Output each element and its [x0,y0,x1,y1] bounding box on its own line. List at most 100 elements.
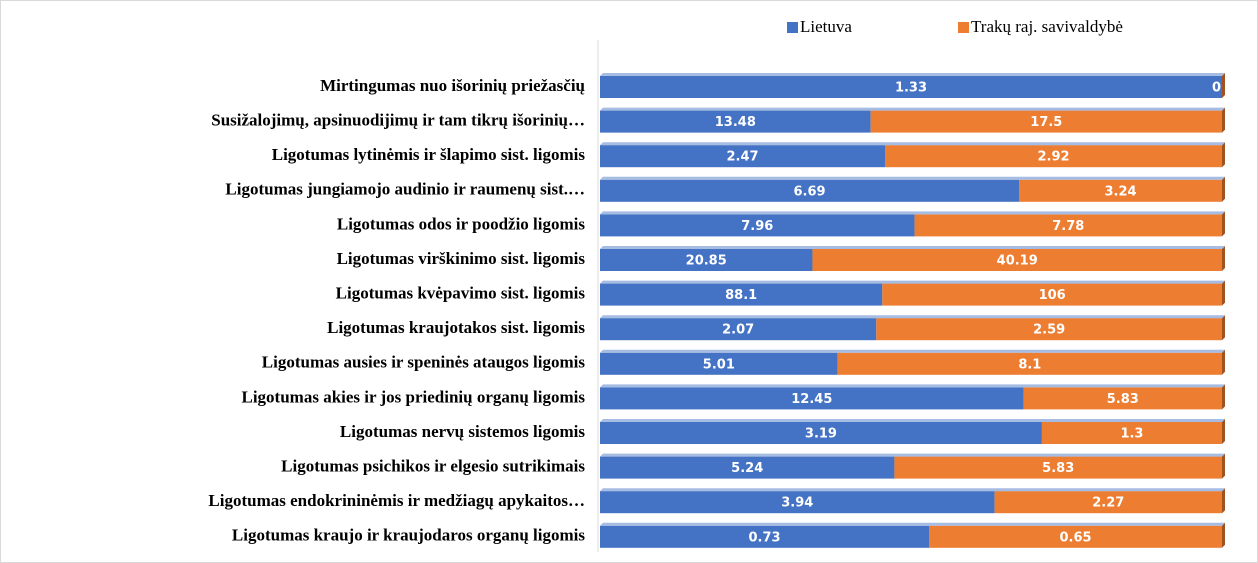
bar-segment [885,145,1222,168]
bar-top [600,246,1225,249]
legend-label: Trakų raj. savivaldybė [971,17,1123,36]
bar-top [600,315,1225,319]
bar-segment [1041,422,1222,444]
data-label: 13.48 [715,115,756,130]
category-label: Ligotumas kraujo ir kraujodaros organų l… [232,526,585,545]
bar-top [600,280,1225,284]
bar-depth [1222,107,1225,133]
bar-depth [1222,246,1225,271]
data-label: 6.69 [793,184,825,199]
legend-swatch [787,22,798,33]
category-label: Ligotumas virškinimo sist. ligomis [337,249,586,268]
data-label: 106 [1039,288,1066,303]
bar-depth [1222,384,1225,410]
data-label: 1.3 [1120,427,1143,442]
bar-top [600,107,1225,111]
bar-depth [1222,522,1225,548]
category-label: Ligotumas kraujotakos sist. ligomis [327,318,585,337]
data-label: 2.27 [1092,496,1124,511]
data-label: 5.01 [703,357,735,372]
data-label: 1.33 [895,81,927,96]
bar-segment [870,110,1222,133]
bar-segment [600,179,1020,202]
data-label: 2.92 [1037,150,1069,165]
data-label: 20.85 [686,254,727,269]
bar-depth [1222,176,1225,202]
category-label: Ligotumas kvėpavimo sist. ligomis [336,284,586,303]
bar-segment [600,318,877,341]
data-label: 5.83 [1107,392,1139,407]
category-label: Ligotumas ausies ir speninės ataugos lig… [262,353,586,372]
bar-depth [1222,419,1225,444]
bar-top [600,488,1225,492]
legend-label: Lietuva [800,17,852,36]
bar-segment [600,283,883,306]
bar-depth [1222,73,1225,98]
data-label: 12.45 [791,392,832,407]
bar-segment [600,387,1024,410]
bar-depth [1222,142,1225,168]
category-label: Ligotumas psichikos ir elgesio sutrikima… [281,457,585,476]
bar-segment [600,76,1222,98]
bar-segment [600,249,813,271]
data-label: 40.19 [997,254,1038,269]
bar-segment [914,214,1222,237]
data-label: 0.73 [748,530,780,545]
bar-segment [600,110,871,133]
bar-segment [600,491,995,514]
data-label: 7.96 [741,219,773,234]
bar-top [600,176,1225,180]
data-label: 3.19 [805,427,837,442]
bar-segment [894,456,1222,479]
category-label: Ligotumas endokrininėmis ir medžiagų apy… [208,491,585,510]
category-label: Ligotumas akies ir jos priedinių organų … [241,387,585,406]
category-label: Susižalojimų, apsinuodijimų ir tam tikrų… [211,111,585,130]
bar-segment [837,352,1222,375]
bar-segment [600,352,838,375]
category-label: Mirtingumas nuo išorinių priežasčių [320,76,585,95]
bar-depth [1222,315,1225,341]
category-label: Ligotumas lytinėmis ir šlapimo sist. lig… [272,145,586,164]
bar-top [600,73,1225,76]
data-label: 2.47 [726,150,758,165]
data-label: 2.59 [1033,323,1065,338]
data-label: 3.24 [1104,184,1136,199]
bar-depth [1222,280,1225,306]
bar-segment [994,491,1222,514]
bar-segment [600,145,886,168]
bar-segment [600,214,915,237]
data-label: 3.94 [781,496,813,511]
bar-top [600,142,1225,146]
bar-top [600,211,1225,215]
data-label: 0 [1212,81,1221,96]
data-label: 7.78 [1052,219,1084,234]
category-label: Ligotumas jungiamojo audinio ir raumenų … [225,180,585,199]
category-label: Ligotumas odos ir poodžio ligomis [337,214,585,233]
bar-segment [1019,179,1222,202]
bar-depth [1222,349,1225,375]
legend-swatch [958,22,969,33]
data-label: 17.5 [1030,115,1062,130]
bar-segment [600,525,930,548]
bar-segment [929,525,1222,548]
data-label: 5.24 [731,461,763,476]
bar-top [600,384,1225,388]
bar-top [600,453,1225,457]
bar-segment [1023,387,1222,410]
data-label: 2.07 [722,323,754,338]
bar-depth [1222,211,1225,237]
bar-depth [1222,488,1225,514]
bar-top [600,349,1225,353]
category-label: Ligotumas nervų sistemos ligomis [340,422,585,441]
bar-segment [876,318,1222,341]
data-label: 8.1 [1018,357,1041,372]
data-label: 0.65 [1059,530,1091,545]
bar-top [600,522,1225,526]
bar-top [600,419,1225,422]
bar-segment [882,283,1222,306]
bar-depth [1222,453,1225,479]
bar-segment [600,422,1042,444]
data-label: 5.83 [1042,461,1074,476]
bar-segment [812,249,1222,271]
